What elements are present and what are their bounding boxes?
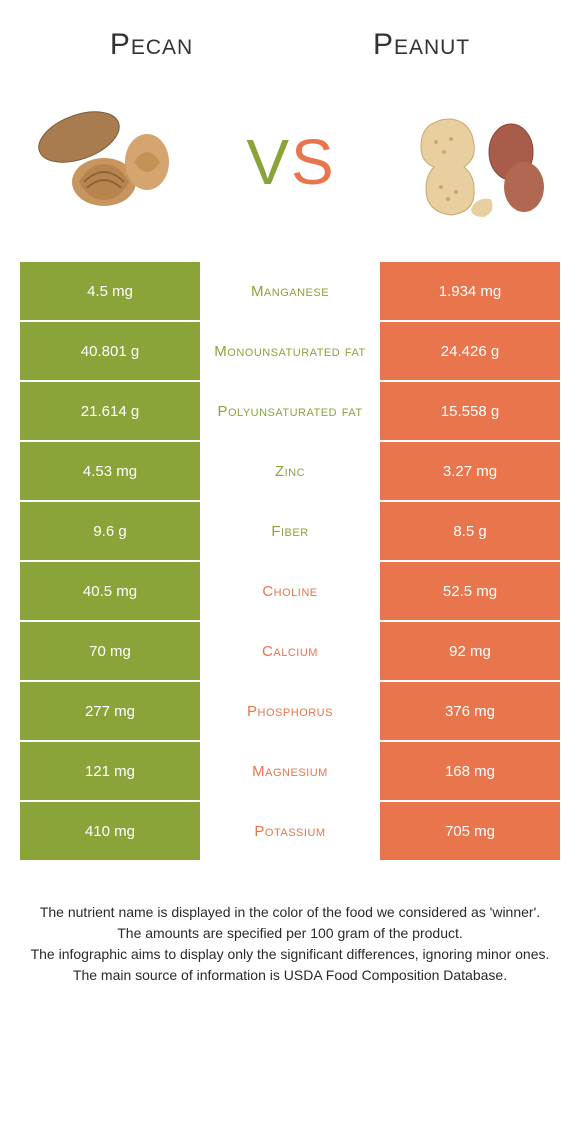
right-value: 705 mg (380, 802, 560, 860)
table-row: 410 mgPotassium705 mg (20, 802, 560, 860)
right-value: 3.27 mg (380, 442, 560, 500)
left-value: 277 mg (20, 682, 200, 740)
table-row: 40.5 mgCholine52.5 mg (20, 562, 560, 620)
right-food-title: Peanut (373, 28, 470, 62)
right-value: 8.5 g (380, 502, 560, 560)
image-row: V S (0, 72, 580, 262)
nutrient-label: Manganese (200, 262, 380, 320)
vs-label: V S (246, 125, 333, 199)
nutrient-label: Potassium (200, 802, 380, 860)
footer-line: The main source of information is USDA F… (24, 965, 556, 986)
vs-s: S (291, 125, 334, 199)
footer-notes: The nutrient name is displayed in the co… (0, 862, 580, 986)
right-value: 52.5 mg (380, 562, 560, 620)
pecan-image (24, 92, 184, 232)
comparison-table: 4.5 mgManganese1.934 mg40.801 gMonounsat… (20, 262, 560, 860)
right-value: 1.934 mg (380, 262, 560, 320)
left-value: 4.5 mg (20, 262, 200, 320)
footer-line: The amounts are specified per 100 gram o… (24, 923, 556, 944)
nutrient-label: Zinc (200, 442, 380, 500)
right-value: 24.426 g (380, 322, 560, 380)
nutrient-label: Polyunsaturated fat (200, 382, 380, 440)
right-value: 15.558 g (380, 382, 560, 440)
table-row: 70 mgCalcium92 mg (20, 622, 560, 680)
left-value: 410 mg (20, 802, 200, 860)
table-row: 4.5 mgManganese1.934 mg (20, 262, 560, 320)
right-value: 92 mg (380, 622, 560, 680)
table-row: 9.6 gFiber8.5 g (20, 502, 560, 560)
left-value: 9.6 g (20, 502, 200, 560)
left-value: 21.614 g (20, 382, 200, 440)
footer-line: The nutrient name is displayed in the co… (24, 902, 556, 923)
table-row: 40.801 gMonounsaturated fat24.426 g (20, 322, 560, 380)
table-row: 4.53 mgZinc3.27 mg (20, 442, 560, 500)
vs-v: V (246, 125, 289, 199)
peanut-image (396, 92, 556, 232)
left-food-title: Pecan (110, 28, 193, 62)
right-value: 168 mg (380, 742, 560, 800)
table-row: 21.614 gPolyunsaturated fat15.558 g (20, 382, 560, 440)
right-value: 376 mg (380, 682, 560, 740)
nutrient-label: Phosphorus (200, 682, 380, 740)
table-row: 121 mgMagnesium168 mg (20, 742, 560, 800)
footer-line: The infographic aims to display only the… (24, 944, 556, 965)
nutrient-label: Magnesium (200, 742, 380, 800)
nutrient-label: Fiber (200, 502, 380, 560)
left-value: 40.801 g (20, 322, 200, 380)
nutrient-label: Monounsaturated fat (200, 322, 380, 380)
table-row: 277 mgPhosphorus376 mg (20, 682, 560, 740)
left-value: 4.53 mg (20, 442, 200, 500)
nutrient-label: Calcium (200, 622, 380, 680)
header: Pecan Peanut (0, 0, 580, 72)
left-value: 70 mg (20, 622, 200, 680)
left-value: 40.5 mg (20, 562, 200, 620)
left-value: 121 mg (20, 742, 200, 800)
nutrient-label: Choline (200, 562, 380, 620)
